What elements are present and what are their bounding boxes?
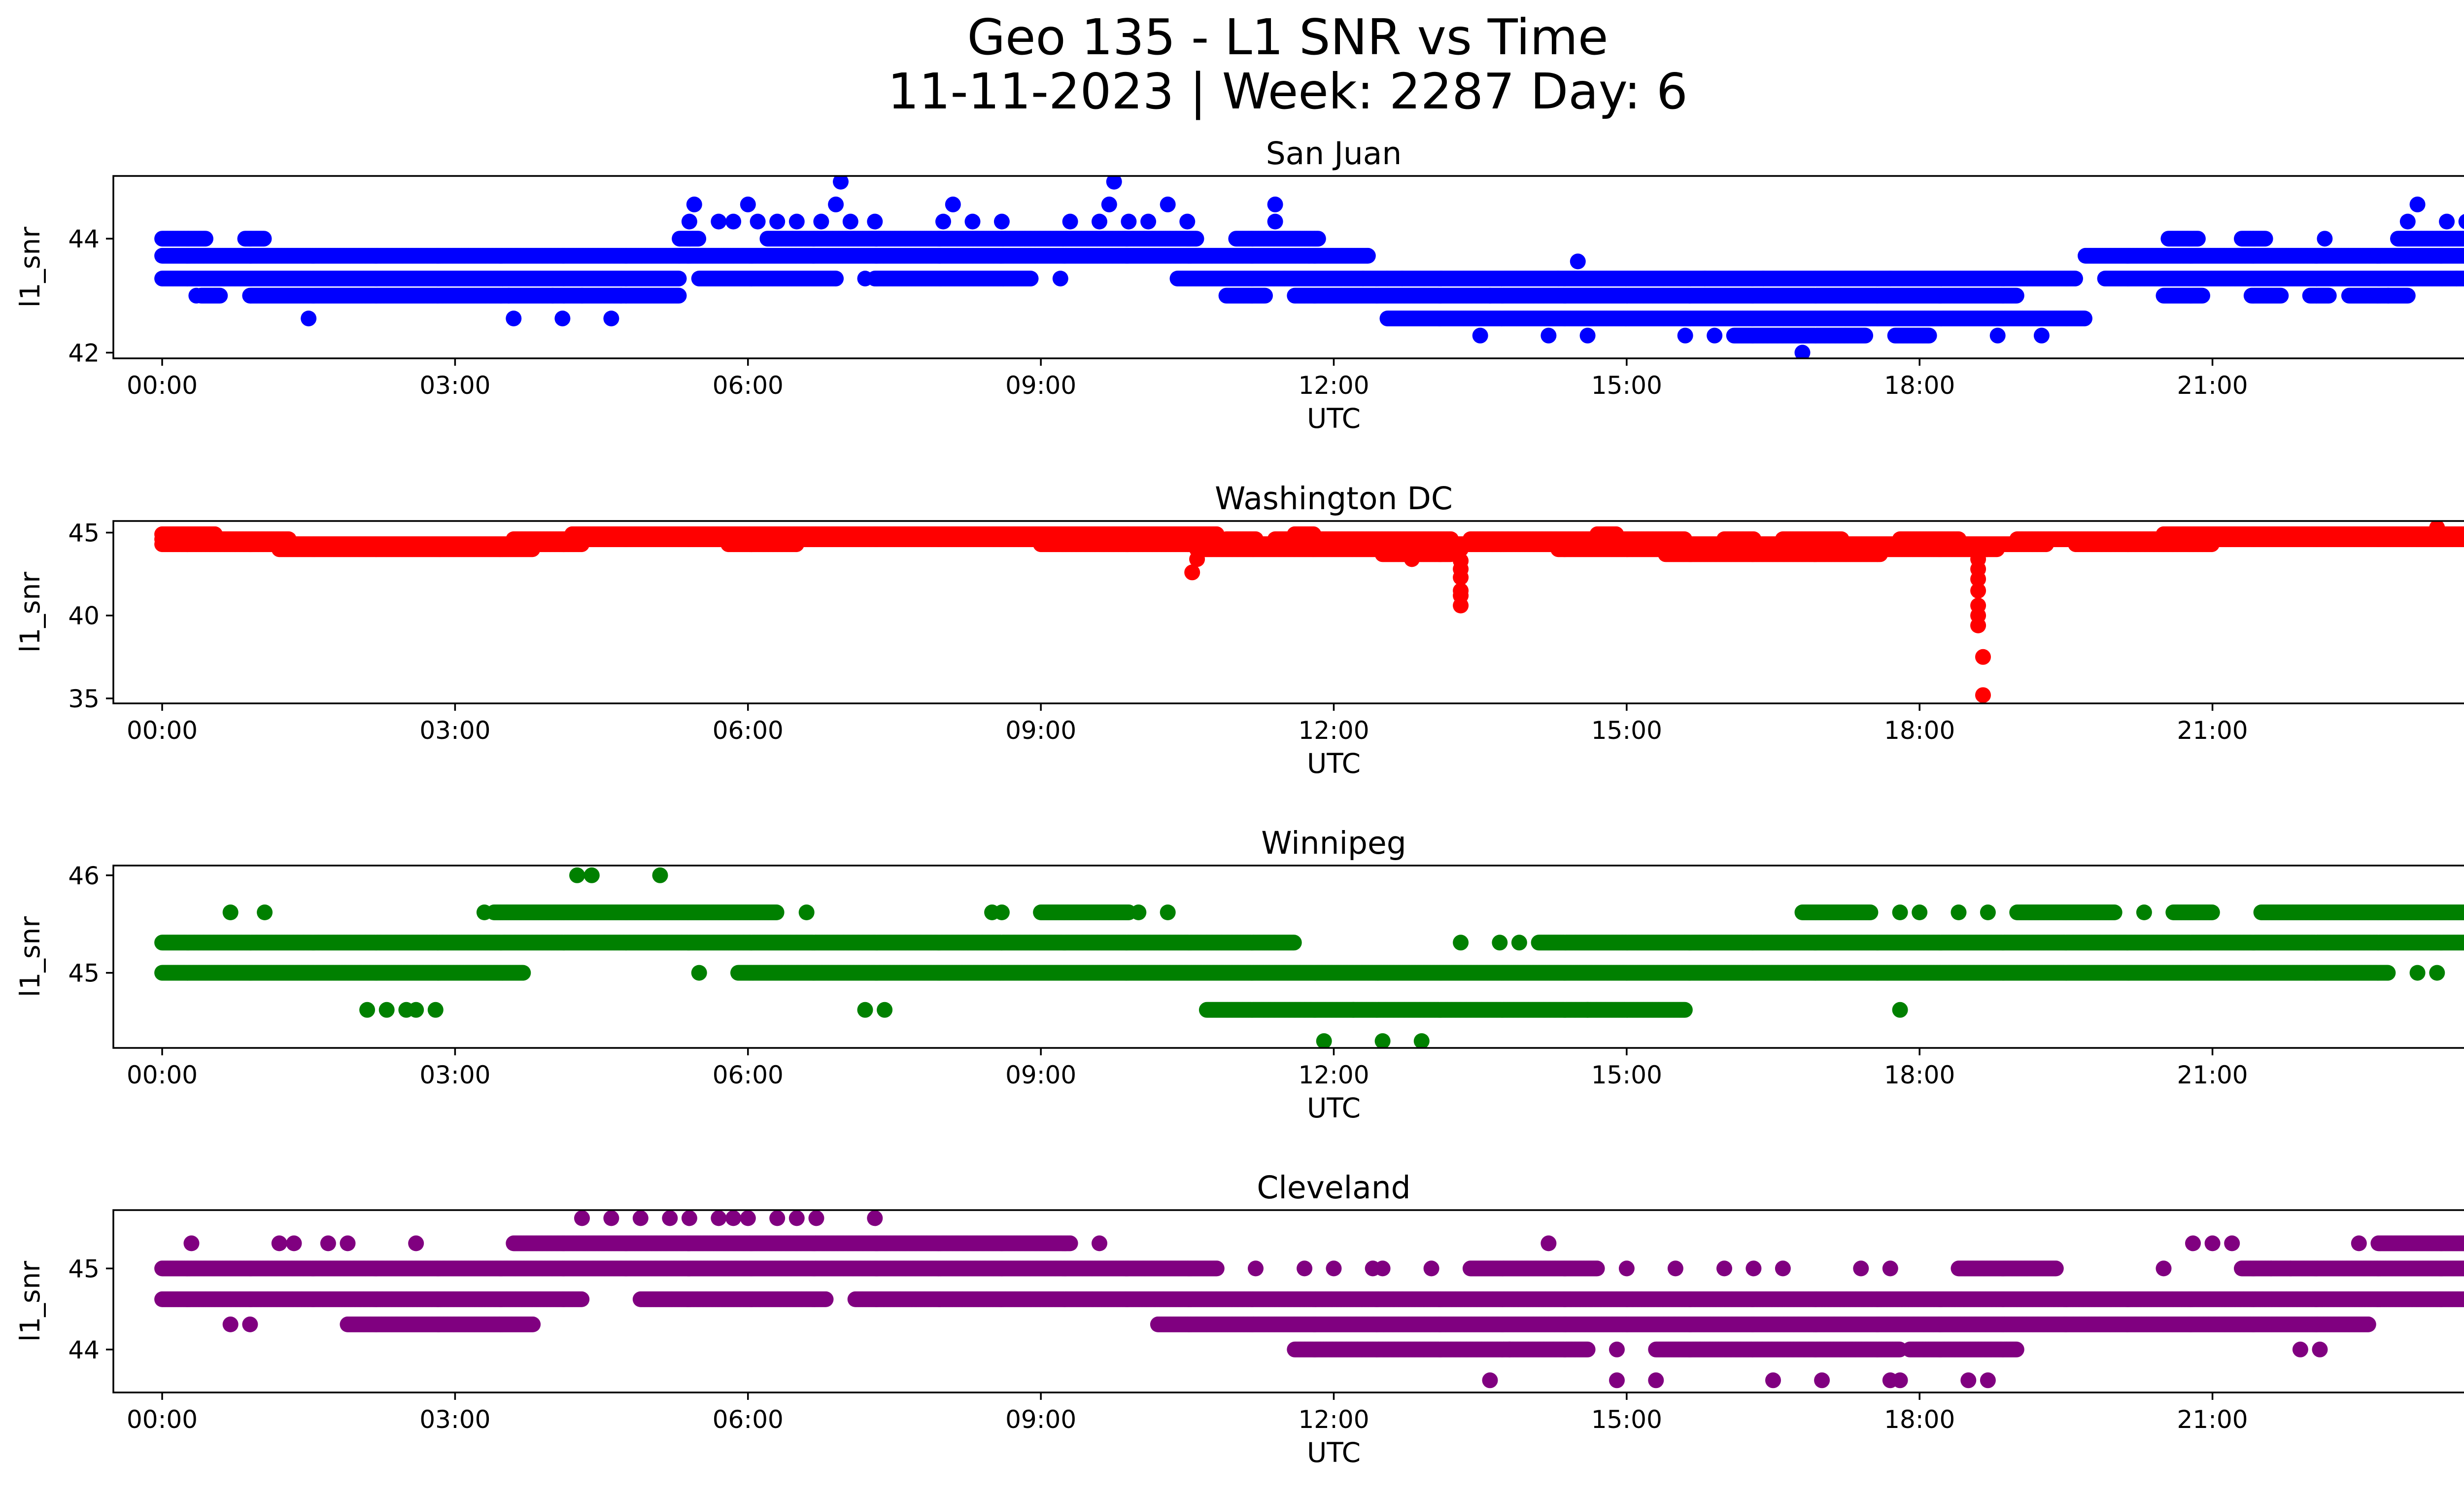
data-point — [2194, 287, 2210, 304]
data-point — [2321, 287, 2337, 304]
data-point — [671, 271, 687, 287]
data-point — [690, 231, 707, 247]
data-point — [1310, 231, 1326, 247]
figure-subtitle: 11-11-2023 | Week: 2287 Day: 6 — [0, 67, 2464, 116]
data-point — [671, 287, 687, 304]
data-point — [2067, 271, 2083, 287]
data-point — [212, 287, 228, 304]
data-point — [2273, 287, 2289, 304]
series-markers — [154, 176, 2464, 358]
data-point — [1023, 271, 1039, 287]
data-point — [1188, 231, 1204, 247]
data-point — [2008, 287, 2024, 304]
data-point — [2190, 231, 2206, 247]
data-point — [2463, 234, 2464, 243]
data-point — [2462, 250, 2464, 261]
data-point — [198, 231, 213, 247]
data-point — [256, 231, 272, 247]
data-point — [2257, 231, 2273, 247]
panel-title: San Juan — [1266, 136, 1402, 172]
data-point — [1257, 287, 1273, 304]
figure-title: Geo 135 - L1 SNR vs Time — [0, 13, 2464, 62]
data-point — [1360, 247, 1376, 264]
